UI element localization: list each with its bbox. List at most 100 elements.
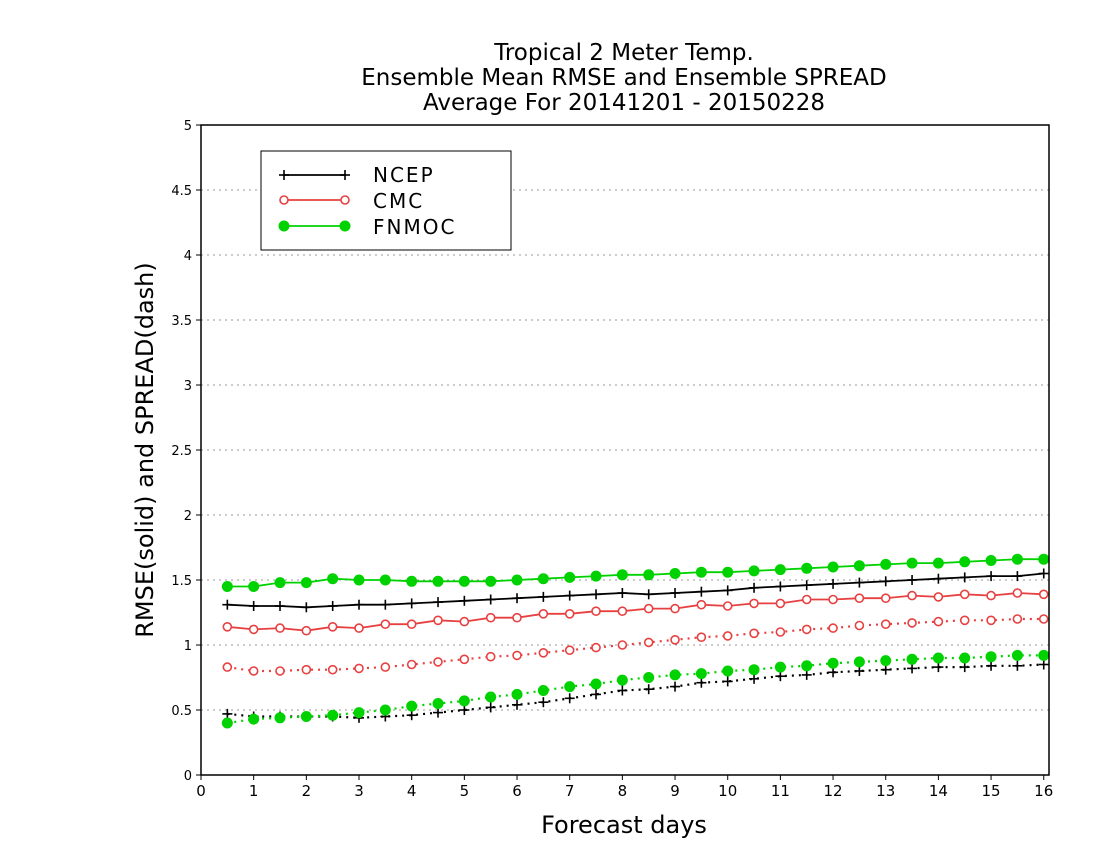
x-tick-label: 13 — [876, 782, 895, 800]
legend-key-ncep — [279, 170, 350, 180]
point-fnmoc-rmse — [722, 566, 734, 578]
point-ncep-rmse — [354, 599, 365, 610]
point-cmc-spread — [907, 618, 917, 628]
point-ncep-spread — [538, 697, 549, 708]
x-tick-label: 12 — [824, 782, 843, 800]
point-cmc-rmse — [564, 608, 575, 619]
legend-key-cmc-marker — [279, 195, 289, 205]
x-tick-label: 11 — [771, 782, 790, 800]
point-fnmoc-rmse — [827, 561, 839, 573]
point-ncep-rmse — [696, 586, 707, 597]
point-fnmoc-spread — [643, 672, 655, 683]
legend-key-fnmoc-marker — [339, 220, 351, 232]
point-ncep-spread — [959, 662, 970, 673]
point-cmc-rmse — [485, 612, 496, 623]
point-fnmoc-rmse — [932, 557, 944, 569]
point-fnmoc-spread — [880, 655, 892, 667]
y-tick-label: 4.5 — [171, 184, 192, 199]
y-tick-label: 2 — [184, 509, 192, 524]
point-ncep-rmse — [248, 601, 259, 611]
x-tick-label: 1 — [249, 782, 259, 800]
point-fnmoc-spread — [932, 652, 944, 664]
point-ncep-rmse — [828, 578, 839, 589]
point-fnmoc-rmse — [959, 556, 971, 568]
point-cmc-rmse — [433, 615, 443, 626]
point-fnmoc-rmse — [379, 574, 391, 586]
point-fnmoc-rmse — [458, 575, 470, 587]
point-cmc-spread — [406, 659, 417, 670]
legend-key-ncep-marker — [340, 170, 350, 180]
legend-key-ncep-marker — [279, 170, 289, 180]
point-fnmoc-spread — [774, 661, 786, 673]
point-cmc-rmse — [749, 598, 759, 609]
point-fnmoc-spread — [485, 691, 497, 703]
y-axis-label: RMSE(solid) and SPREAD(dash) — [131, 262, 159, 638]
point-ncep-rmse — [670, 588, 681, 598]
point-ncep-rmse — [933, 573, 944, 584]
point-ncep-rmse — [880, 576, 891, 587]
plot-frame — [200, 124, 1050, 776]
point-ncep-rmse — [459, 595, 470, 606]
point-cmc-rmse — [1012, 588, 1023, 598]
point-ncep-spread — [643, 684, 654, 695]
point-fnmoc-spread — [458, 695, 470, 707]
point-cmc-rmse — [907, 590, 917, 601]
point-fnmoc-rmse — [353, 574, 365, 586]
point-ncep-rmse — [564, 590, 575, 601]
point-ncep-spread — [749, 673, 760, 684]
point-ncep-rmse — [301, 602, 312, 613]
point-fnmoc-spread — [985, 651, 997, 663]
point-fnmoc-rmse — [906, 557, 918, 569]
point-fnmoc-spread — [748, 664, 760, 676]
point-ncep-spread — [907, 663, 918, 674]
point-fnmoc-spread — [300, 711, 312, 722]
series-fnmoc-spread — [221, 649, 1050, 729]
point-cmc-spread — [959, 615, 970, 626]
point-ncep-spread — [828, 667, 839, 678]
point-cmc-rmse — [643, 603, 654, 614]
point-cmc-spread — [248, 666, 259, 676]
title-line-2: Ensemble Mean RMSE and Ensemble SPREAD — [361, 65, 886, 91]
point-ncep-spread — [1038, 659, 1049, 670]
x-tick-label: 16 — [1034, 782, 1053, 800]
point-cmc-rmse — [222, 621, 233, 632]
point-ncep-spread — [485, 702, 496, 713]
point-cmc-spread — [643, 637, 654, 648]
legend-key-fnmoc — [278, 220, 351, 232]
point-fnmoc-spread — [274, 712, 286, 724]
point-cmc-rmse — [459, 616, 470, 627]
point-cmc-spread — [459, 654, 470, 665]
point-ncep-rmse — [380, 599, 391, 610]
point-cmc-rmse — [1038, 589, 1049, 600]
x-tick-label: 4 — [407, 782, 417, 800]
x-tick-label: 2 — [302, 782, 312, 800]
x-tick-label: 14 — [929, 782, 948, 800]
point-fnmoc-spread — [959, 652, 971, 664]
point-cmc-rmse — [591, 606, 601, 617]
point-ncep-rmse — [617, 588, 628, 598]
point-cmc-spread — [301, 664, 312, 675]
point-cmc-spread — [485, 651, 496, 662]
point-ncep-rmse — [433, 597, 444, 608]
point-ncep-spread — [564, 693, 575, 704]
x-tick-label: 15 — [982, 782, 1001, 800]
point-ncep-rmse — [591, 589, 602, 600]
point-cmc-spread — [696, 632, 707, 643]
chart-title: Tropical 2 Meter Temp. Ensemble Mean RMS… — [361, 40, 886, 116]
point-ncep-spread — [933, 662, 944, 673]
y-tick-label: 0 — [184, 769, 192, 784]
x-tick-label: 5 — [460, 782, 470, 800]
y-tick-label: 4 — [184, 249, 192, 264]
point-fnmoc-rmse — [695, 566, 707, 578]
x-tick-label: 10 — [718, 782, 737, 800]
point-cmc-rmse — [801, 594, 812, 605]
point-cmc-spread — [354, 663, 364, 674]
point-fnmoc-spread — [906, 653, 918, 665]
point-fnmoc-rmse — [300, 577, 312, 589]
point-fnmoc-rmse — [643, 569, 655, 581]
x-tick-label: 3 — [354, 782, 364, 800]
point-fnmoc-rmse — [880, 558, 892, 570]
point-ncep-rmse — [854, 577, 865, 588]
series-layer — [221, 553, 1050, 729]
point-ncep-rmse — [959, 572, 970, 583]
